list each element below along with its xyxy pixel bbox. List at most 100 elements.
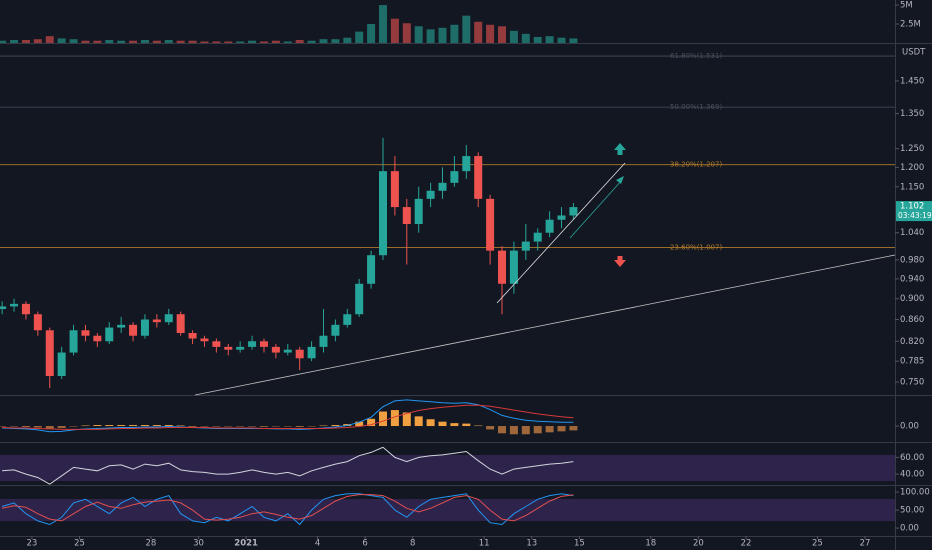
volume-bar: [212, 41, 221, 43]
histogram-bar: [93, 425, 102, 427]
histogram-bar: [69, 426, 78, 427]
histogram-bar: [367, 418, 376, 427]
rsi-band: [0, 455, 895, 481]
histogram-bar: [10, 426, 19, 427]
candle-body: [557, 215, 566, 220]
volume-bar: [188, 40, 197, 43]
last-price: 1.102: [900, 202, 924, 212]
candle-body: [176, 314, 185, 333]
volume-bar: [152, 40, 161, 43]
histogram-bar: [45, 426, 54, 429]
y-tick-label: 0.785: [900, 357, 924, 367]
volume-bar: [545, 36, 554, 43]
candle-body: [283, 349, 292, 353]
candle-body: [521, 241, 530, 251]
y-tick-label: 0.900: [900, 294, 924, 304]
candle-body: [414, 198, 423, 225]
histogram-bar: [248, 426, 257, 427]
volume-bar: [509, 30, 518, 43]
candle-body: [331, 324, 340, 336]
candle-body: [188, 332, 197, 339]
volume-bar: [438, 27, 447, 43]
histogram-bar: [21, 426, 30, 427]
histogram-bar: [486, 426, 495, 430]
y-tick-label: 0.00: [900, 422, 919, 432]
x-tick-label: 20: [693, 539, 704, 549]
candle-body: [498, 250, 507, 284]
x-tick-label: 25: [74, 539, 85, 549]
histogram-bar: [545, 426, 554, 433]
y-tick-label: 5M: [900, 1, 913, 11]
volume-bar: [271, 40, 280, 43]
indicator-line: [1, 494, 574, 522]
candle-body: [390, 171, 399, 208]
candle-body: [343, 314, 352, 325]
volume-bar: [498, 26, 507, 43]
histogram-bar: [0, 426, 7, 427]
histogram-bar: [105, 425, 114, 427]
volume-bar: [521, 33, 530, 43]
x-tick-label: 30: [193, 539, 204, 549]
histogram-bar: [283, 426, 292, 427]
volume-bar: [390, 18, 399, 43]
candle-body: [129, 324, 138, 336]
stoch-band: [0, 499, 895, 521]
candle-body: [0, 306, 7, 310]
y-tick-label: 100.00: [900, 488, 930, 498]
volume-bar: [378, 5, 387, 43]
candle-body: [355, 283, 364, 315]
y-tick-label: 2.5M: [900, 20, 921, 30]
histogram-bar: [462, 423, 471, 427]
candle-body: [307, 346, 316, 359]
candle-body: [438, 182, 447, 191]
histogram-bar: [426, 419, 435, 427]
histogram-bar: [521, 426, 530, 435]
volume-bar: [557, 37, 566, 43]
currency-label: USDT: [902, 48, 926, 58]
y-tick-label: 1.150: [900, 182, 924, 192]
volume-bar: [0, 40, 7, 43]
candle-body: [295, 349, 304, 359]
candle-body: [236, 346, 245, 350]
y-tick-label: 50.00: [900, 506, 924, 516]
indicator-line: [2, 404, 574, 430]
y-tick-label: 60.00: [900, 453, 924, 463]
candle-body: [402, 207, 411, 225]
volume-bar: [248, 40, 257, 43]
volume-bar: [81, 40, 90, 43]
x-tick-label: 4: [315, 539, 320, 549]
histogram-bar: [176, 425, 185, 427]
candle-body: [450, 171, 459, 183]
fib-label: 61.80%(1.531): [670, 52, 722, 60]
histogram-bar: [569, 426, 578, 431]
volume-bar: [33, 39, 42, 43]
volume-bar: [164, 39, 173, 43]
volume-bar: [569, 38, 578, 43]
candle-body: [45, 330, 54, 376]
histogram-bar: [533, 426, 542, 434]
y-tick-label: 1.450: [900, 76, 924, 86]
trendline: [194, 254, 896, 396]
volume-bar: [105, 39, 114, 43]
candle-body: [21, 303, 30, 315]
volume-bar: [331, 39, 340, 43]
candle-body: [462, 156, 471, 172]
y-tick-label: 1.350: [900, 109, 924, 119]
histogram-bar: [200, 426, 209, 427]
candle-body: [271, 346, 280, 353]
price-badge: [896, 201, 932, 222]
histogram-bar: [307, 426, 316, 427]
volume-bar: [450, 24, 459, 43]
volume-bar: [224, 41, 233, 43]
volume-bar: [533, 36, 542, 43]
histogram-bar: [33, 426, 42, 428]
fib-label: 23.60%(1.007): [670, 243, 722, 251]
x-tick-label: 15: [574, 539, 585, 549]
candle-body: [259, 341, 268, 347]
volume-bar: [474, 21, 483, 43]
histogram-bar: [117, 425, 126, 427]
candle-body: [474, 156, 483, 199]
volume-bar: [259, 41, 268, 43]
fib-label: 50.00%(1.369): [670, 103, 722, 111]
histogram-bar: [438, 421, 447, 427]
